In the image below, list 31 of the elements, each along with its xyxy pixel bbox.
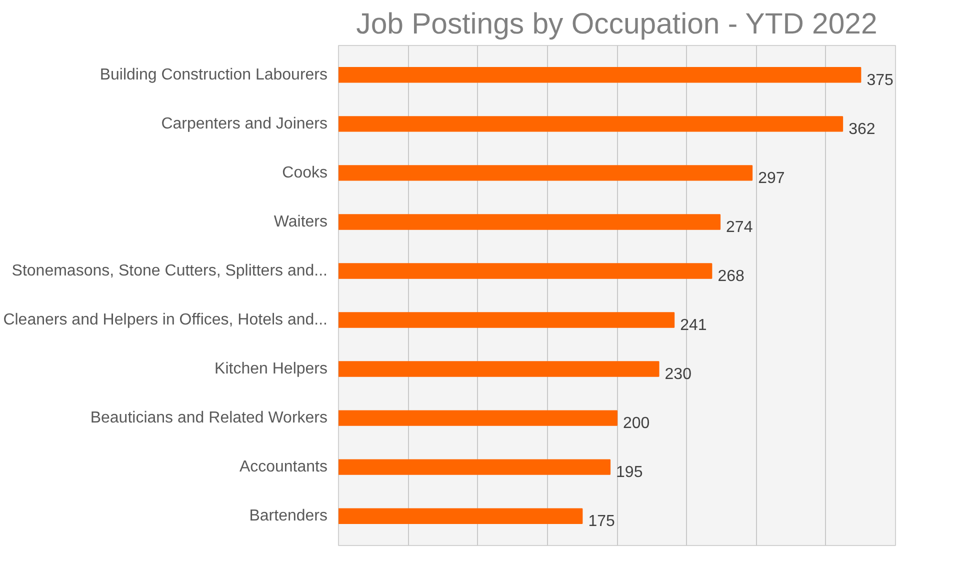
bar: [338, 67, 862, 83]
bar: [338, 116, 844, 132]
data-label: 241: [680, 317, 707, 334]
y-tick-label: Accountants: [239, 458, 328, 476]
bar: [338, 263, 712, 279]
y-tick-label: Building Construction Labourers: [100, 66, 328, 84]
y-tick-label: Kitchen Helpers: [214, 360, 328, 378]
bar: [338, 459, 611, 475]
data-label: 200: [623, 415, 650, 432]
data-label: 362: [848, 120, 876, 138]
chart-title: Job Postings by Occupation - YTD 2022: [356, 8, 878, 40]
bar: [338, 214, 721, 230]
data-label: 195: [616, 464, 643, 482]
y-tick-label: Bartenders: [249, 508, 328, 525]
y-tick-label: Waiters: [274, 213, 328, 230]
data-label: 375: [866, 72, 894, 89]
bar: [338, 410, 618, 426]
data-label: 230: [664, 366, 692, 384]
bar: [338, 508, 583, 524]
bar: [338, 361, 660, 377]
bar: [338, 312, 675, 328]
y-tick-label: Cleaners and Helpers in Offices, Hotels and...: [3, 312, 328, 329]
data-label: 175: [588, 513, 615, 530]
data-label: 268: [718, 268, 744, 285]
data-label: 297: [758, 170, 785, 187]
bar: [338, 165, 753, 181]
y-tick-label: Stonemasons, Stone Cutters, Splitters and...: [12, 262, 328, 280]
data-label: 274: [726, 218, 753, 236]
y-tick-label: Carpenters and Joiners: [161, 115, 328, 132]
y-tick-label: Cooks: [282, 164, 328, 182]
y-tick-label: Beauticians and Related Workers: [90, 410, 328, 427]
